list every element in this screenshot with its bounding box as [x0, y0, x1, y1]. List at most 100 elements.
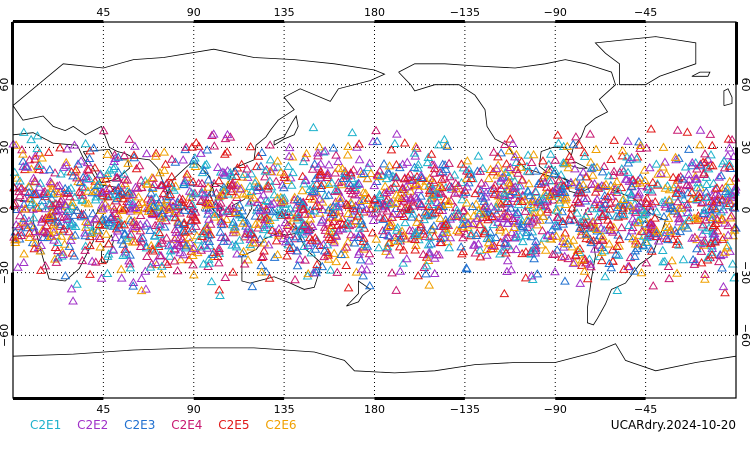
- triangle-icon: [587, 170, 598, 179]
- triangle-icon: [332, 267, 343, 276]
- triangle-icon: [60, 271, 71, 280]
- triangle-icon: [244, 198, 255, 207]
- triangle-icon: [538, 173, 548, 182]
- triangle-icon: [135, 210, 146, 220]
- triangle-icon: [215, 191, 225, 200]
- triangle-icon: [331, 231, 342, 240]
- triangle-icon: [424, 247, 435, 256]
- triangle-icon: [542, 230, 553, 239]
- triangle-icon: [489, 212, 500, 222]
- triangle-icon: [279, 169, 290, 178]
- triangle-icon: [157, 209, 168, 218]
- triangle-icon: [331, 150, 341, 159]
- coastline: [346, 280, 372, 307]
- triangle-icon: [500, 233, 511, 243]
- triangle-icon: [658, 162, 668, 171]
- triangle-icon: [585, 259, 596, 268]
- triangle-icon: [354, 189, 364, 199]
- triangle-icon: [18, 127, 29, 136]
- triangle-icon: [629, 266, 640, 275]
- triangle-icon: [175, 208, 185, 217]
- triangle-icon: [392, 222, 403, 232]
- triangle-icon: [311, 179, 322, 188]
- top-lon-label: −90: [544, 6, 567, 19]
- triangle-icon: [150, 220, 161, 230]
- triangle-icon: [442, 236, 453, 246]
- triangle-icon: [663, 261, 674, 271]
- triangle-icon: [253, 151, 264, 160]
- triangle-icon: [716, 170, 727, 180]
- triangle-icon: [250, 211, 261, 220]
- triangle-icon: [435, 167, 445, 177]
- triangle-icon: [535, 207, 546, 216]
- frame-bar-bottom: [374, 397, 465, 400]
- triangle-icon: [28, 213, 39, 222]
- triangle-icon: [182, 169, 192, 178]
- triangle-icon: [609, 166, 619, 175]
- triangle-icon: [717, 183, 728, 193]
- triangle-icon: [312, 259, 322, 269]
- triangle-icon: [708, 178, 719, 187]
- triangle-icon: [557, 187, 567, 196]
- triangle-icon: [188, 155, 199, 164]
- triangle-icon: [387, 268, 397, 277]
- triangle-icon: [477, 193, 488, 202]
- triangle-icon: [593, 183, 604, 192]
- triangle-icon: [358, 236, 369, 245]
- triangle-icon: [466, 228, 477, 238]
- triangle-icon: [728, 230, 738, 240]
- triangle-icon: [61, 160, 72, 169]
- triangle-icon: [729, 222, 740, 232]
- triangle-icon: [483, 173, 494, 183]
- triangle-icon: [130, 141, 140, 150]
- triangle-icon: [462, 156, 473, 165]
- triangle-icon: [105, 213, 116, 222]
- triangle-icon: [670, 225, 680, 234]
- triangle-icon: [522, 215, 532, 224]
- triangle-icon: [681, 180, 692, 189]
- triangle-icon: [161, 233, 172, 242]
- triangle-icon: [58, 224, 69, 233]
- top-lon-label: 180: [364, 6, 385, 19]
- triangle-icon: [246, 169, 257, 178]
- triangle-icon: [251, 161, 262, 171]
- triangle-icon: [531, 166, 541, 175]
- legend-item-c2e6: C2E6: [265, 418, 297, 432]
- triangle-icon: [172, 265, 183, 275]
- triangle-icon: [243, 255, 253, 264]
- triangle-icon: [379, 159, 389, 168]
- triangle-icon: [69, 251, 80, 260]
- triangle-icon: [608, 222, 619, 231]
- triangle-icon: [522, 186, 533, 195]
- triangle-icon: [521, 230, 531, 240]
- triangle-icon: [18, 257, 29, 267]
- triangle-icon: [618, 203, 629, 212]
- triangle-icon: [51, 199, 61, 208]
- triangle-icon: [189, 212, 200, 221]
- triangle-icon: [659, 231, 670, 240]
- triangle-icon: [93, 188, 103, 197]
- bottom-lon-label: −90: [544, 403, 567, 416]
- triangle-icon: [101, 174, 111, 183]
- frame-bar-left: [11, 22, 14, 85]
- triangle-icon: [699, 205, 710, 215]
- triangle-icon: [550, 155, 561, 164]
- triangle-icon: [161, 216, 171, 225]
- triangle-icon: [409, 148, 420, 157]
- triangle-icon: [698, 169, 709, 178]
- coastline: [723, 88, 733, 106]
- triangle-icon: [375, 212, 385, 221]
- triangle-icon: [342, 218, 353, 227]
- triangle-icon: [383, 169, 394, 178]
- frame-bar-bottom: [13, 397, 104, 400]
- triangle-icon: [512, 207, 523, 216]
- triangle-icon: [218, 167, 228, 176]
- triangle-icon: [341, 199, 352, 208]
- triangle-icon: [381, 187, 392, 196]
- triangle-icon: [14, 190, 25, 200]
- triangle-icon: [284, 243, 295, 253]
- triangle-icon: [20, 204, 30, 213]
- triangle-icon: [440, 164, 451, 173]
- top-lon-label: −135: [450, 6, 480, 19]
- triangle-icon: [338, 173, 349, 182]
